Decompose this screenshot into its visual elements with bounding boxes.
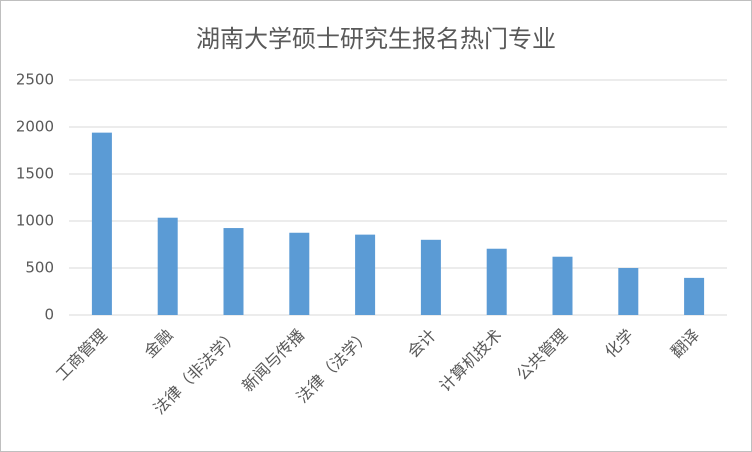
- y-tick-label: 500: [25, 259, 54, 277]
- bar: [420, 239, 441, 315]
- chart-title: 湖南大学硕士研究生报名热门专业: [196, 25, 556, 53]
- y-tick-label: 2500: [16, 71, 54, 89]
- y-tick-label: 1000: [16, 212, 54, 230]
- bar: [223, 228, 244, 315]
- bar: [684, 277, 705, 315]
- bar: [552, 256, 573, 315]
- y-tick-label: 1500: [16, 165, 54, 183]
- bar: [355, 234, 376, 315]
- bar: [618, 268, 639, 315]
- bar: [486, 248, 507, 315]
- y-tick-label: 2000: [16, 118, 54, 136]
- bar: [289, 232, 310, 315]
- bar: [91, 132, 112, 315]
- bar: [157, 217, 178, 315]
- y-tick-label: 0: [44, 306, 54, 324]
